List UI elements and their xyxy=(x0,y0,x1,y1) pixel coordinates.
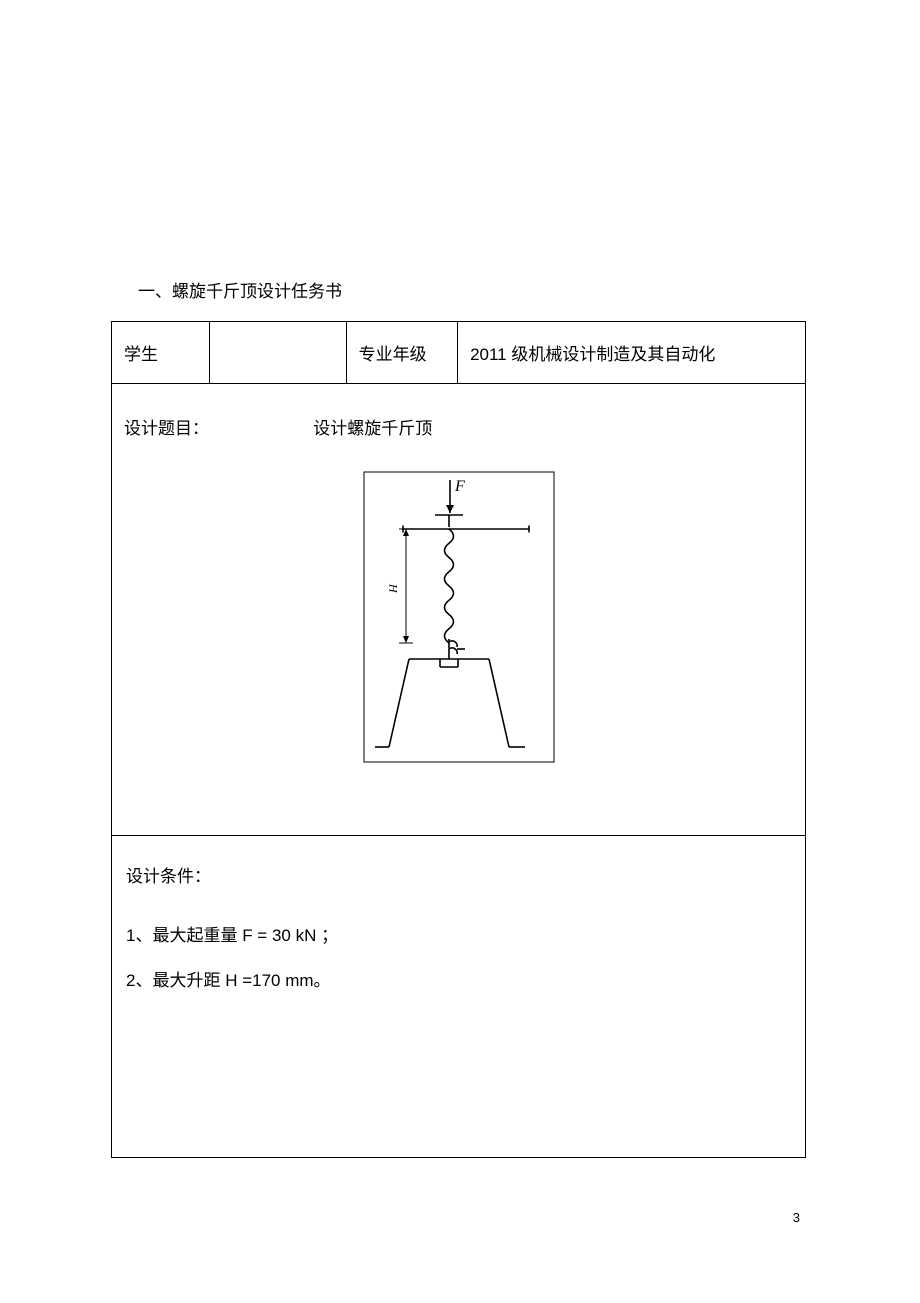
design-title-line: 设计题目： 设计螺旋千斤顶 xyxy=(124,414,793,439)
figure-wrap: FH xyxy=(124,467,793,772)
svg-text:F: F xyxy=(454,478,465,495)
cell-student-value xyxy=(209,322,346,384)
condition-2: 2、最大升距 H =170 mm。 xyxy=(126,966,793,991)
condition-2-prefix: 2、最大升距 xyxy=(126,971,225,990)
cell-major-label: 专业年级 xyxy=(346,322,457,384)
design-title-label: 设计题目： xyxy=(124,414,209,439)
task-table: 学生 专业年级 2011 级机械设计制造及其自动化 设计题目： 设计螺旋千斤顶 … xyxy=(111,321,806,1158)
cell-student-label: 学生 xyxy=(112,322,210,384)
table-row-title-figure: 设计题目： 设计螺旋千斤顶 FH xyxy=(112,384,806,836)
condition-2-formula: H =170 mm xyxy=(225,971,313,990)
condition-1-prefix: 1、最大起重量 xyxy=(126,926,242,945)
condition-1-suffix: ； xyxy=(316,926,338,945)
table-row-header: 学生 专业年级 2011 级机械设计制造及其自动化 xyxy=(112,322,806,384)
svg-text:H: H xyxy=(386,583,400,594)
page-number: 3 xyxy=(793,1210,800,1225)
design-title-value: 设计螺旋千斤顶 xyxy=(313,414,432,439)
condition-1-formula: F = 30 kN xyxy=(242,926,316,945)
condition-2-suffix: 。 xyxy=(314,971,331,990)
conditions-heading: 设计条件： xyxy=(126,862,793,887)
cell-major-value: 2011 级机械设计制造及其自动化 xyxy=(458,322,806,384)
section-heading: 一、螺旋千斤顶设计任务书 xyxy=(138,277,342,302)
screw-jack-diagram: FH xyxy=(359,467,559,767)
condition-1: 1、最大起重量 F = 30 kN ； xyxy=(126,921,793,946)
table-row-conditions: 设计条件： 1、最大起重量 F = 30 kN ； 2、最大升距 H =170 … xyxy=(112,836,806,1158)
